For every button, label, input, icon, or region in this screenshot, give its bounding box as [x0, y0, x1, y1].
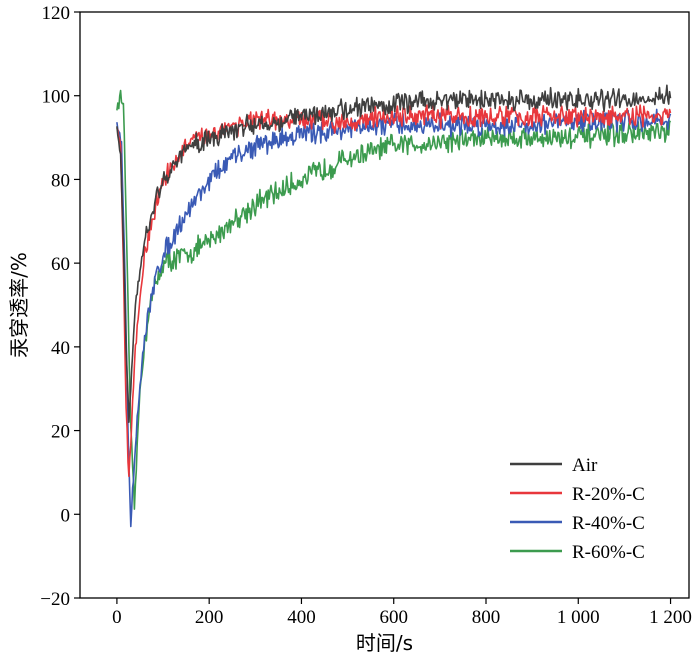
series-line-r-60-c: [116, 89, 672, 510]
series-line-r-40-c: [116, 108, 672, 528]
series-line-air: [116, 84, 672, 423]
series-layer: [116, 84, 672, 528]
x-tick-label: 1 000: [557, 607, 600, 628]
y-axis: −20 0 20 40 60 80 100 120: [40, 3, 80, 610]
x-tick-label: 200: [195, 607, 224, 628]
x-tick-label: 800: [472, 607, 501, 628]
y-tick-label: 60: [51, 254, 70, 275]
y-tick-label: 20: [51, 422, 70, 443]
x-tick-label: 1 200: [649, 607, 692, 628]
y-tick-label: 80: [51, 170, 70, 191]
legend: Air R-20%-C R-40%-C R-60%-C: [510, 455, 645, 563]
plot-frame: [79, 11, 690, 599]
y-axis-title: 汞穿透率/%: [7, 252, 31, 358]
x-axis-title: 时间/s: [356, 631, 413, 655]
x-tick-label: 0: [112, 607, 122, 628]
x-tick-label: 400: [287, 607, 316, 628]
y-tick-label: 100: [42, 87, 71, 108]
legend-label: Air: [572, 455, 598, 476]
series-line-r-20-c: [116, 104, 672, 478]
x-tick-label: 600: [379, 607, 408, 628]
x-axis: 0 200 400 600 800 1 000 1 200: [112, 598, 692, 628]
y-tick-label: 40: [51, 338, 70, 359]
y-tick-label: 120: [42, 3, 71, 24]
legend-label: R-20%-C: [572, 484, 645, 505]
y-tick-label: −20: [40, 589, 70, 610]
legend-label: R-40%-C: [572, 513, 645, 534]
legend-label: R-60%-C: [572, 542, 645, 563]
y-tick-label: 0: [61, 505, 71, 526]
